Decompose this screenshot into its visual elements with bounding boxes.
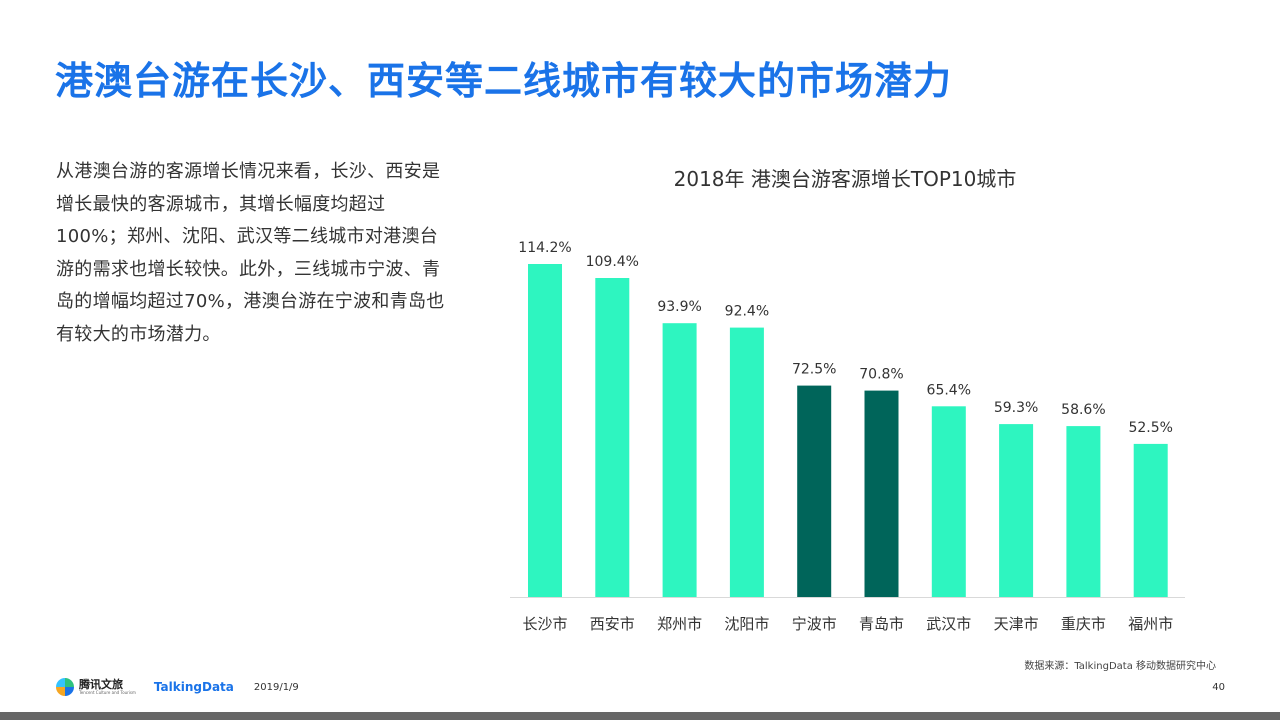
value-label-重庆市: 58.6% [1061, 402, 1105, 418]
tencent-logo: 腾讯文旅 Tencent Culture and Tourism [56, 678, 136, 696]
category-label-青岛市: 青岛市 [859, 615, 904, 633]
footer-date: 2019/1/9 [253, 681, 299, 693]
bar-长沙市 [528, 264, 562, 597]
bar-青岛市 [864, 390, 899, 597]
category-label-宁波市: 宁波市 [792, 615, 837, 633]
tencent-logo-icon [56, 678, 74, 696]
value-label-宁波市: 72.5% [792, 362, 836, 378]
bar-沈阳市 [729, 327, 764, 597]
chart-title: 2018年 港澳台游客源增长TOP10城市 [673, 167, 1017, 191]
bar-重庆市 [1066, 426, 1101, 597]
category-label-长沙市: 长沙市 [522, 615, 567, 633]
page-title: 港澳台游在长沙、西安等二线城市有较大的市场潜力 [55, 59, 953, 103]
value-label-郑州市: 93.9% [657, 299, 701, 315]
value-label-沈阳市: 92.4% [725, 304, 769, 320]
bar-西安市 [595, 278, 630, 597]
bar-福州市 [1133, 443, 1168, 597]
tencent-logo-text: 腾讯文旅 [79, 678, 123, 691]
category-label-武汉市: 武汉市 [926, 615, 971, 633]
bottom-bar [0, 712, 1280, 720]
value-label-福州市: 52.5% [1128, 420, 1172, 436]
category-label-西安市: 西安市 [590, 615, 635, 633]
description-text: 从港澳台游的客源增长情况来看，长沙、西安是增长最快的客源城市，其增长幅度均超过1… [56, 161, 445, 345]
value-label-武汉市: 65.4% [927, 382, 971, 398]
page-number: 40 [1212, 682, 1225, 693]
value-label-长沙市: 114.2% [518, 240, 571, 256]
category-label-天津市: 天津市 [994, 615, 1039, 633]
bar-宁波市 [797, 385, 832, 597]
category-label-福州市: 福州市 [1128, 615, 1173, 633]
bar-郑州市 [662, 323, 697, 597]
value-label-天津市: 59.3% [994, 400, 1038, 416]
tencent-logo-subtext: Tencent Culture and Tourism [79, 690, 136, 695]
talkingdata-logo: TalkingData [153, 680, 234, 694]
bar-天津市 [999, 424, 1034, 597]
value-label-青岛市: 70.8% [859, 367, 903, 383]
category-label-沈阳市: 沈阳市 [724, 615, 769, 633]
value-label-西安市: 109.4% [586, 254, 639, 270]
category-label-郑州市: 郑州市 [657, 615, 702, 633]
footer: 腾讯文旅 Tencent Culture and Tourism Talking… [56, 677, 299, 697]
data-source: 数据来源：TalkingData 移动数据研究中心 [1024, 661, 1216, 672]
bar-武汉市 [931, 406, 966, 597]
category-label-重庆市: 重庆市 [1061, 615, 1106, 633]
